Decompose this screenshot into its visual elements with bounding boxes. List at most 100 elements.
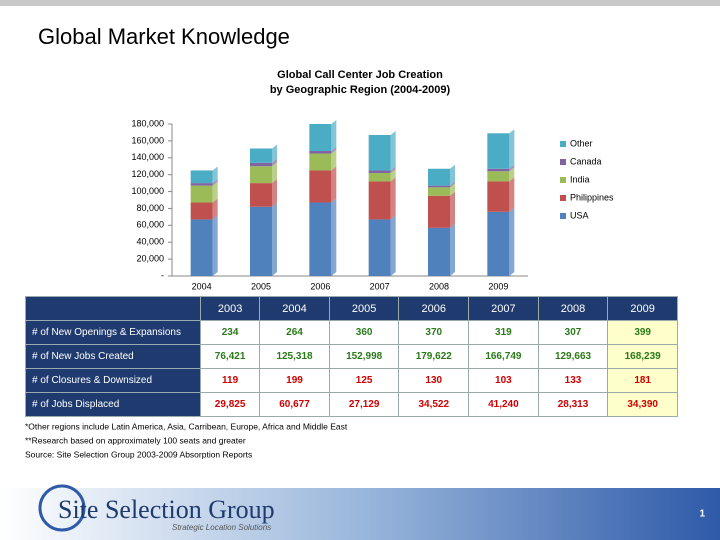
table-cell: 34,522 bbox=[398, 392, 470, 417]
column-header: 2009 bbox=[607, 296, 678, 321]
y-tick-label: 40,000 bbox=[136, 237, 164, 247]
bar-segment bbox=[428, 187, 450, 196]
chart-title: Global Call Center Job Creation bbox=[277, 69, 443, 81]
x-tick-label: 2004 bbox=[192, 281, 212, 291]
bar-segment bbox=[428, 185, 450, 188]
chart-subtitle: by Geographic Region (2004-2009) bbox=[270, 84, 451, 96]
column-header: 2004 bbox=[259, 296, 330, 321]
corner bbox=[25, 296, 201, 321]
legend-swatch bbox=[560, 141, 566, 147]
bar-side bbox=[450, 181, 455, 188]
logo: Site Selection Group bbox=[58, 495, 275, 524]
table-row: # of New Jobs Created 76,421 125,318 152,99… bbox=[25, 344, 678, 369]
bar-side bbox=[212, 179, 218, 186]
y-tick-label: 180,000 bbox=[131, 118, 164, 128]
bar-side bbox=[509, 129, 515, 169]
bar-segment bbox=[428, 168, 450, 186]
bar-segment bbox=[428, 227, 450, 276]
legend-label: Other bbox=[570, 138, 593, 148]
y-tick-label: 120,000 bbox=[131, 169, 164, 179]
legend-swatch bbox=[560, 159, 566, 165]
bar-side bbox=[450, 223, 455, 276]
column-header: 2007 bbox=[468, 296, 539, 321]
table-cell: 370 bbox=[398, 320, 470, 345]
bar-side bbox=[450, 164, 455, 186]
table-row: # of Closures & Downsized 119 199 125 130 103… bbox=[25, 368, 678, 393]
bar-side bbox=[272, 202, 277, 276]
table-cell: 360 bbox=[328, 320, 400, 345]
x-tick-label: 2006 bbox=[310, 281, 330, 291]
bar-side bbox=[450, 183, 455, 196]
bar-segment bbox=[309, 153, 332, 171]
bar-segment bbox=[190, 202, 213, 220]
bar-segment bbox=[487, 181, 510, 212]
table-cell: 307 bbox=[537, 320, 609, 345]
table-cell: 319 bbox=[468, 320, 539, 345]
legend-label: India bbox=[570, 174, 590, 184]
bar-side bbox=[331, 198, 337, 276]
table-cell: 166,749 bbox=[468, 344, 539, 369]
table-cell: 399 bbox=[607, 320, 678, 345]
footnote: *Other regions include Latin America, As… bbox=[25, 421, 348, 431]
bar-side bbox=[390, 168, 396, 182]
table-cell: 34,390 bbox=[607, 392, 678, 417]
bar-side bbox=[212, 166, 218, 184]
y-tick-label: 20,000 bbox=[136, 253, 164, 263]
table-cell: 133 bbox=[537, 368, 609, 393]
bar-side bbox=[272, 158, 277, 167]
bar-segment bbox=[250, 166, 272, 184]
legend-swatch bbox=[560, 195, 566, 201]
bar-segment bbox=[368, 134, 391, 171]
column-header: 2008 bbox=[537, 296, 609, 321]
x-tick-label: 2009 bbox=[488, 281, 508, 291]
logo-tagline: Strategic Location Solutions bbox=[172, 523, 271, 532]
table-cell: 41,240 bbox=[468, 392, 539, 417]
bar-side bbox=[272, 162, 277, 184]
bar-segment bbox=[250, 206, 272, 276]
footer-band bbox=[0, 488, 720, 540]
data-table: 2003 2004 2005 2006 2007 2008 2009 # of New Ope… bbox=[25, 296, 678, 417]
row-label: # of New Jobs Created bbox=[25, 344, 201, 369]
legend-label: Philippines bbox=[570, 192, 614, 202]
bar-side bbox=[509, 207, 515, 276]
table-cell: 28,313 bbox=[537, 392, 609, 417]
bar-side bbox=[331, 166, 337, 203]
table-cell: 29,825 bbox=[199, 392, 261, 417]
bar-segment bbox=[368, 170, 391, 173]
bar-side bbox=[390, 177, 396, 220]
bar-side bbox=[390, 130, 396, 171]
bar-segment bbox=[487, 211, 510, 276]
table-cell: 27,129 bbox=[328, 392, 400, 417]
x-tick-label: 2008 bbox=[429, 281, 449, 291]
footnote: **Research based on approximately 100 se… bbox=[25, 435, 246, 445]
table-row: # of New Openings & Expansions 234 264 360 3… bbox=[25, 320, 678, 345]
bar-side bbox=[509, 164, 515, 172]
table-cell: 129,663 bbox=[537, 344, 609, 369]
bar-segment bbox=[487, 168, 510, 172]
bar-segment bbox=[309, 202, 332, 276]
bar-segment bbox=[309, 170, 332, 203]
column-header: 2003 bbox=[199, 296, 261, 321]
top-strip bbox=[0, 0, 720, 6]
x-tick-label: 2007 bbox=[370, 281, 390, 291]
table-cell: 199 bbox=[259, 368, 330, 393]
bar-side bbox=[212, 215, 218, 276]
bar-segment bbox=[368, 172, 391, 182]
bar-segment bbox=[368, 219, 391, 276]
table-cell: 119 bbox=[199, 368, 261, 393]
bar-segment bbox=[309, 124, 332, 152]
bar-side bbox=[212, 198, 218, 220]
footnote: Source: Site Selection Group 2003-2009 A… bbox=[25, 449, 252, 459]
page-number: 1 bbox=[699, 509, 705, 520]
table-cell: 168,239 bbox=[607, 344, 678, 369]
y-tick-label: - bbox=[161, 270, 164, 280]
row-label: # of Jobs Displaced bbox=[25, 392, 201, 417]
bar-side bbox=[509, 167, 515, 182]
logo-globe bbox=[38, 484, 86, 532]
bar-side bbox=[390, 215, 396, 276]
bar-side bbox=[450, 191, 455, 228]
x-tick-label: 2005 bbox=[251, 281, 271, 291]
bar-segment bbox=[487, 133, 510, 169]
